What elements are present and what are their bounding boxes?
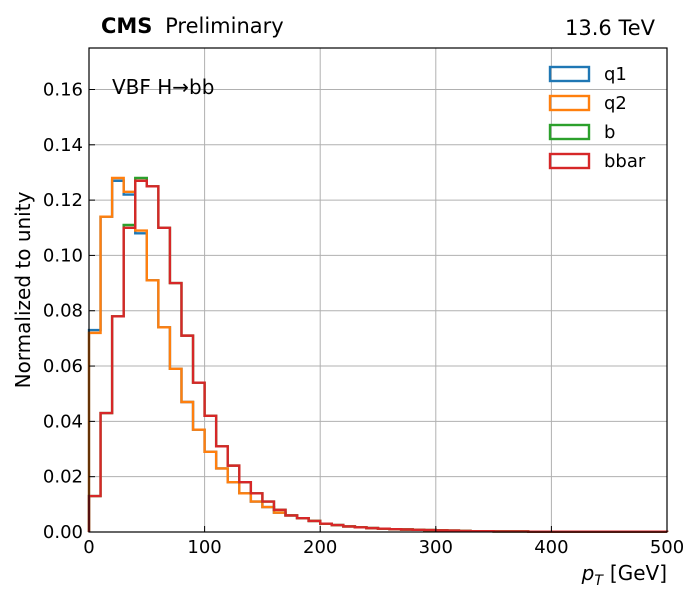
y-tick-label: 0.02	[43, 467, 83, 488]
legend-swatch-b	[548, 123, 591, 141]
x-tick-label: 200	[303, 537, 337, 558]
experiment-name: CMS	[101, 14, 152, 38]
y-tick-label: 0.10	[43, 245, 83, 266]
x-tick-label: 500	[650, 537, 684, 558]
y-tick-label: 0.04	[43, 411, 83, 432]
y-tick-label: 0.00	[43, 522, 83, 543]
y-tick-label: 0.16	[43, 79, 83, 100]
x-axis-symbol: p	[581, 561, 595, 585]
experiment-label: CMS Preliminary	[101, 14, 284, 38]
legend-label-q1: q1	[604, 64, 627, 85]
y-axis-label: Normalized to unity	[11, 191, 35, 388]
legend-swatch-q2	[548, 94, 591, 112]
legend-swatch-bbar	[548, 152, 591, 170]
y-tick-label: 0.12	[43, 190, 83, 211]
legend-label-bbar: bbar	[604, 151, 646, 172]
x-axis-subscript: T	[594, 573, 604, 589]
axis-ticks: 0 100 200 300 400 500 0.00 0.02 0.04 0.06 0.08 0.10…	[43, 79, 684, 558]
x-tick-label: 100	[187, 537, 221, 558]
x-tick-label: 400	[534, 537, 568, 558]
plot-frame	[88, 47, 668, 533]
y-tick-label: 0.08	[43, 301, 83, 322]
x-tick-label: 0	[83, 537, 94, 558]
process-annotation: VBF H→bb	[112, 75, 214, 99]
legend: q1 q2 b bbar	[548, 64, 646, 172]
legend-label-q2: q2	[604, 93, 627, 114]
status-label: Preliminary	[165, 14, 284, 38]
energy-label: 13.6 TeV	[565, 16, 656, 40]
y-tick-label: 0.14	[43, 135, 83, 156]
legend-label-b: b	[604, 122, 615, 143]
y-tick-label: 0.06	[43, 356, 83, 377]
legend-swatch-q1	[548, 65, 591, 83]
x-axis-label: pT [GeV]	[581, 561, 667, 589]
x-tick-label: 300	[419, 537, 453, 558]
x-axis-unit: [GeV]	[610, 561, 667, 585]
